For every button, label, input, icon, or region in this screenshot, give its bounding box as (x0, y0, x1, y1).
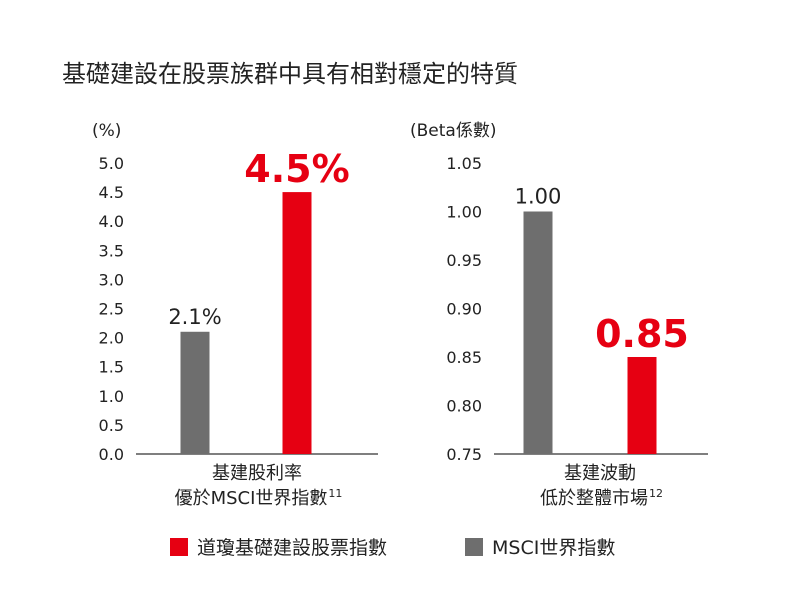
y-tick-label: 3.0 (99, 270, 124, 289)
y-tick-label: 0.90 (446, 300, 482, 319)
legend-swatch (170, 538, 188, 556)
legend-swatch (465, 538, 483, 556)
bar-value-label: 4.5% (244, 147, 349, 191)
chart-1: (%) 0.0 0.5 1.0 1.5 2.0 2.5 3.0 3.5 4.0 4.5 5.0 2.1%… (92, 121, 378, 509)
footnote-marker: 11 (328, 487, 342, 500)
legend: 道瓊基礎建設股票指數 MSCI世界指數 (170, 537, 615, 559)
y-tick-label: 5.0 (99, 154, 124, 173)
y-tick-label: 1.5 (99, 358, 124, 377)
y-tick-label: 2.5 (99, 300, 124, 319)
y-tick-label: 0.5 (99, 416, 124, 435)
category-label-line-1: 基建股利率 (212, 463, 302, 484)
y-tick-label: 1.00 (446, 203, 482, 222)
y-tick-label: 1.0 (99, 387, 124, 406)
legend-label: 道瓊基礎建設股票指數 (197, 537, 387, 559)
footnote-marker: 12 (649, 487, 663, 500)
bar-value-label: 0.85 (595, 312, 689, 356)
y-tick-label: 1.05 (446, 154, 482, 173)
bar-value-label: 2.1% (168, 305, 221, 329)
chart-2: (Beta係數) 0.75 0.80 0.85 0.90 0.95 1.00 1.05 1.00… (410, 121, 708, 509)
y-tick-label: 0.80 (446, 397, 482, 416)
y-unit-label: (%) (92, 121, 121, 141)
y-unit-label: (Beta係數) (410, 121, 496, 141)
y-tick-label: 2.0 (99, 329, 124, 348)
charts-group: (%) 0.0 0.5 1.0 1.5 2.0 2.5 3.0 3.5 4.0 4.5 5.0 2.1%… (92, 121, 708, 509)
category-label-line-2: 優於MSCI世界指數 (175, 488, 328, 509)
legend-label: MSCI世界指數 (492, 537, 615, 559)
bar-infrastructure (282, 192, 312, 454)
y-tick-label: 0.85 (446, 348, 482, 367)
bar-msci (180, 331, 210, 454)
bar-msci (523, 211, 553, 454)
y-tick-label: 4.0 (99, 212, 124, 231)
y-tick-label: 3.5 (99, 241, 124, 260)
category-label-line-1: 基建波動 (564, 463, 636, 484)
category-label-line-2: 低於整體市場 (540, 488, 648, 509)
y-tick-label: 4.5 (99, 183, 124, 202)
bar-value-label: 1.00 (515, 185, 562, 209)
bar-infrastructure (627, 357, 657, 454)
y-tick-label: 0.95 (446, 251, 482, 270)
y-tick-label: 0.75 (446, 445, 482, 464)
chart-title: 基礎建設在股票族群中具有相對穩定的特質 (62, 60, 518, 88)
y-tick-label: 0.0 (99, 445, 124, 464)
